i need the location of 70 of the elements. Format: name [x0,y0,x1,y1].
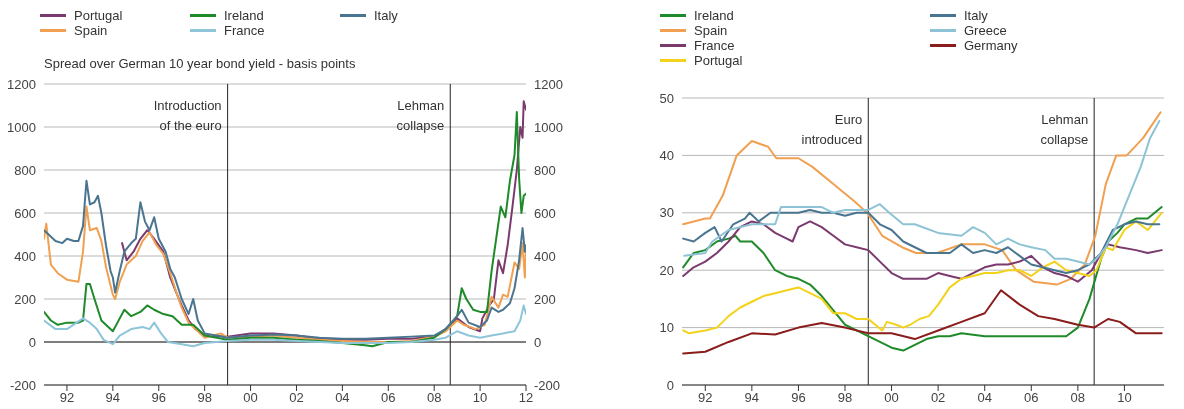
y-tick-label: 1200 [7,76,36,92]
y-tick-label: 400 [14,248,36,264]
legend-label: Greece [963,23,1008,38]
y-tick-label: 1000 [7,119,36,135]
x-tick-label: 06 [1024,390,1039,406]
x-tick-label: 96 [791,390,806,406]
x-tick-label: 06 [381,390,396,406]
x-tick-label: 98 [197,390,212,406]
legend-label: Portugal [73,8,124,23]
legend-label: Germany [963,38,1019,53]
y-tick-label: 40 [659,148,674,164]
legend-label: Spain [693,23,729,38]
legend-label: Ireland [223,8,265,23]
x-tick-label: 02 [289,390,304,406]
y-tick-label: 20 [659,262,674,278]
y2-tick-label: -200 [534,377,561,393]
y2-tick-label: 1200 [534,76,563,92]
ref-line-label: Lehman collapse [396,98,445,133]
y2-tick-label: 600 [534,205,556,221]
legend-label: Italy [963,8,989,23]
x-tick-label: 96 [151,390,166,406]
y2-tick-label: 200 [534,291,556,307]
ref-line-label: Introduction of the euro [153,98,222,133]
line-series [682,206,1163,352]
y-tick-label: 0 [28,334,36,350]
legend-label: Italy [373,8,399,23]
line-series [44,179,526,340]
x-tick-label: 92 [698,390,713,406]
legend-label: France [693,38,736,53]
y2-tick-label: 800 [534,162,556,178]
x-tick-label: 92 [59,390,75,406]
y2-tick-label: 400 [534,248,556,264]
legend-label: Portugal [693,53,744,68]
x-tick-label: 98 [837,390,853,406]
x-tick-label: 08 [426,390,442,406]
x-tick-label: 10 [472,390,488,406]
y-tick-label: 0 [666,377,674,393]
x-tick-label: 10 [1117,390,1132,406]
x-tick-label: 04 [977,390,992,406]
line-series [682,289,1163,355]
y-tick-label: 50 [659,90,674,106]
ref-line-label: Lehman collapse [1040,112,1089,147]
line-series [682,211,1163,335]
y-tick-label: 800 [14,162,36,178]
line-series [44,304,526,348]
x-tick-label: 08 [1070,390,1086,406]
line-series [682,220,1163,283]
x-tick-label: 02 [930,390,946,406]
x-tick-label: 00 [884,390,899,406]
x-tick-label: 00 [243,390,258,406]
line-series [682,111,1162,286]
y-tick-label: 10 [659,320,674,336]
legend-label: France [223,23,266,38]
line-series [44,110,526,348]
x-tick-label: 94 [744,390,760,406]
x-tick-label: 12 [518,390,534,406]
ref-line-label: Euro introduced [801,112,863,147]
legend-label: Ireland [693,8,735,23]
x-tick-label: 94 [105,390,121,406]
y-axis-title: Spread over German 10 year bond yield - basis points [44,56,356,71]
y-tick-label: 200 [14,291,36,307]
y-tick-label: 600 [14,205,36,221]
y2-tick-label: 1000 [534,119,563,135]
y-tick-label: -200 [9,377,36,393]
x-tick-label: 04 [335,390,350,406]
line-series [682,208,1161,275]
legend-label: Spain [73,23,109,38]
line-series [44,205,526,343]
y-tick-label: 30 [659,205,674,221]
y2-tick-label: 0 [534,334,542,350]
